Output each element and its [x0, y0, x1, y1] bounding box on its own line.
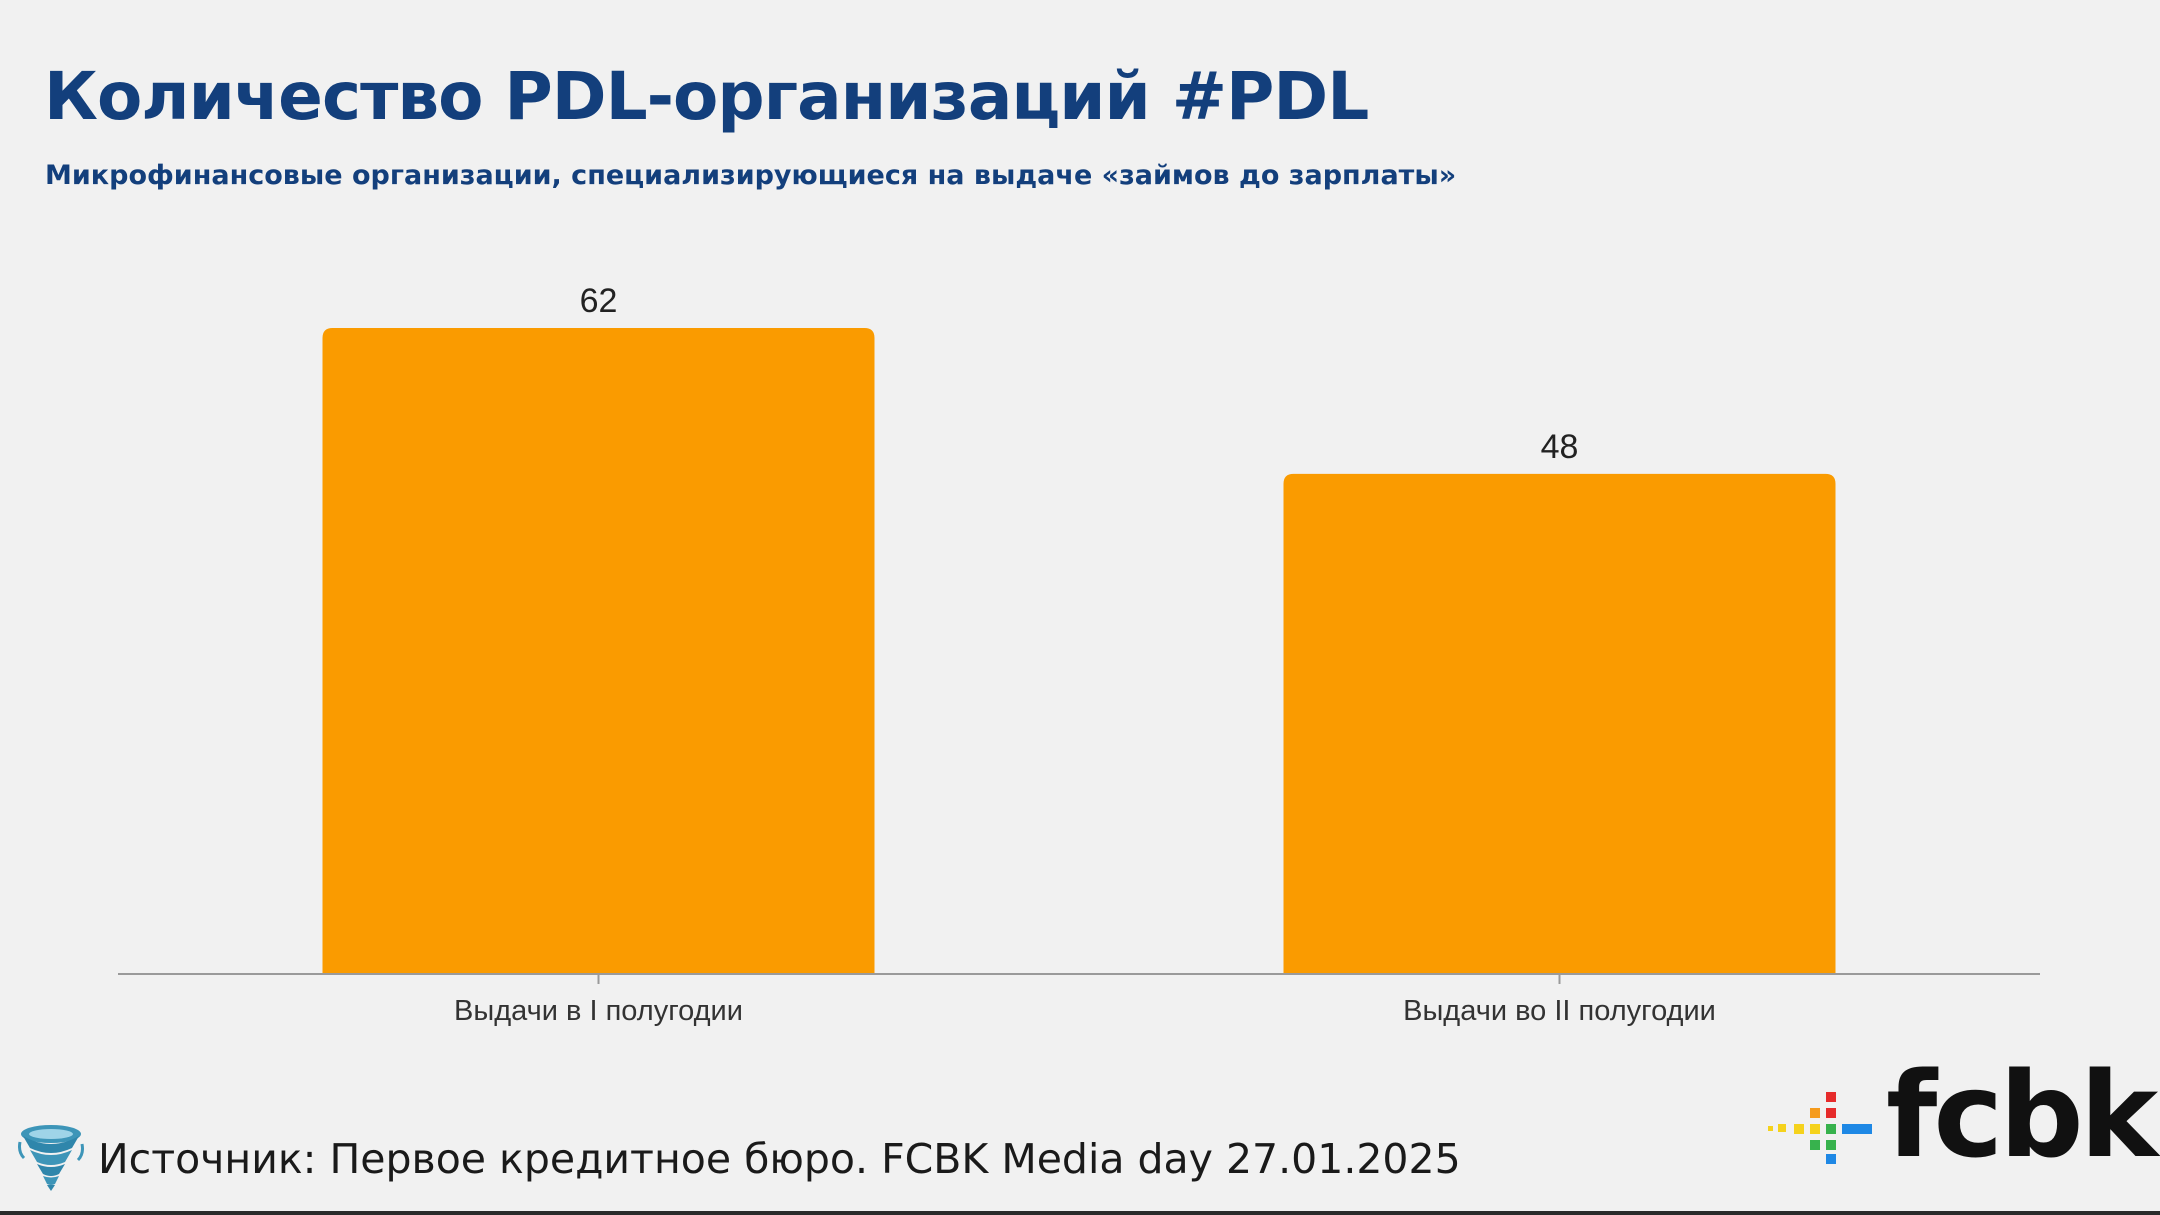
- page-subtitle: Микрофинансовые организации, специализир…: [45, 160, 1457, 191]
- page-title: Количество PDL-организаций #PDL: [44, 58, 1369, 135]
- logo-text: fcbk: [1886, 1046, 2158, 1184]
- source-note: Источник: Первое кредитное бюро. FCBK Me…: [98, 1135, 1461, 1183]
- data-label-2: 48: [1541, 428, 1579, 466]
- plus-logo-icon: [1768, 1092, 1872, 1164]
- bar-2: [1283, 473, 1836, 974]
- fcbk-logo: fcbk: [1768, 1056, 2158, 1190]
- tornado-icon: [18, 1125, 84, 1191]
- data-label-1: 62: [580, 282, 618, 320]
- bar-1: [322, 328, 875, 974]
- bottom-border: [0, 1211, 2160, 1215]
- category-label-2: Выдачи во II полугодии: [1403, 995, 1716, 1027]
- category-label-1: Выдачи в I полугодии: [454, 995, 743, 1027]
